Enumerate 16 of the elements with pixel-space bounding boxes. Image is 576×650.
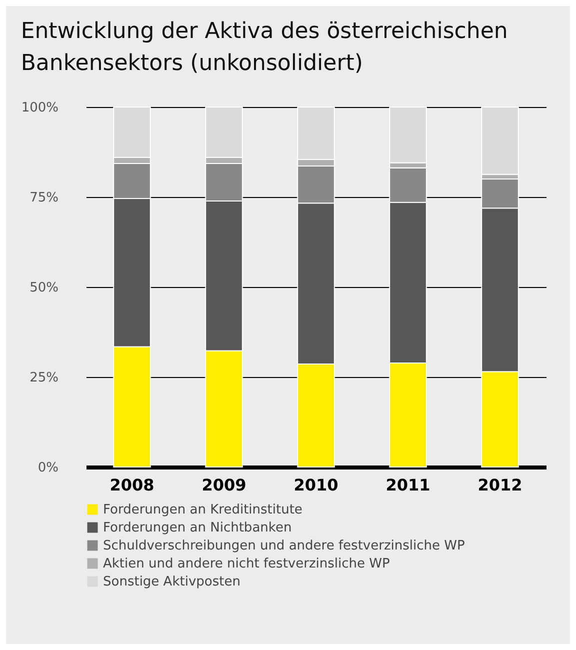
y-tick-label: 50% bbox=[30, 280, 58, 296]
y-tick-label: 75% bbox=[30, 190, 58, 206]
legend-label: Schuldverschreibungen und andere festverzinsliche WP bbox=[103, 538, 465, 554]
y-tick-label: 25% bbox=[30, 370, 58, 386]
x-tick-label: 2010 bbox=[294, 476, 338, 494]
y-tick-label: 0% bbox=[38, 460, 58, 476]
legend-label: Forderungen an Kreditinstitute bbox=[103, 502, 302, 518]
chart-title: Entwicklung der Aktiva des österreichischen Bankensektors (unkonsolidiert) bbox=[20, 19, 508, 76]
x-tick-label: 2011 bbox=[386, 476, 430, 494]
y-tick-label: 100% bbox=[21, 100, 58, 116]
x-tick-label: 2009 bbox=[202, 476, 246, 494]
x-tick-label: 2012 bbox=[478, 476, 522, 494]
x-tick-label: 2008 bbox=[110, 476, 154, 494]
legend-label: Sonstige Aktivposten bbox=[103, 574, 240, 590]
legend-label: Forderungen an Nichtbanken bbox=[103, 520, 292, 536]
legend-label: Aktien und andere nicht festverzinsliche WP bbox=[103, 556, 390, 572]
